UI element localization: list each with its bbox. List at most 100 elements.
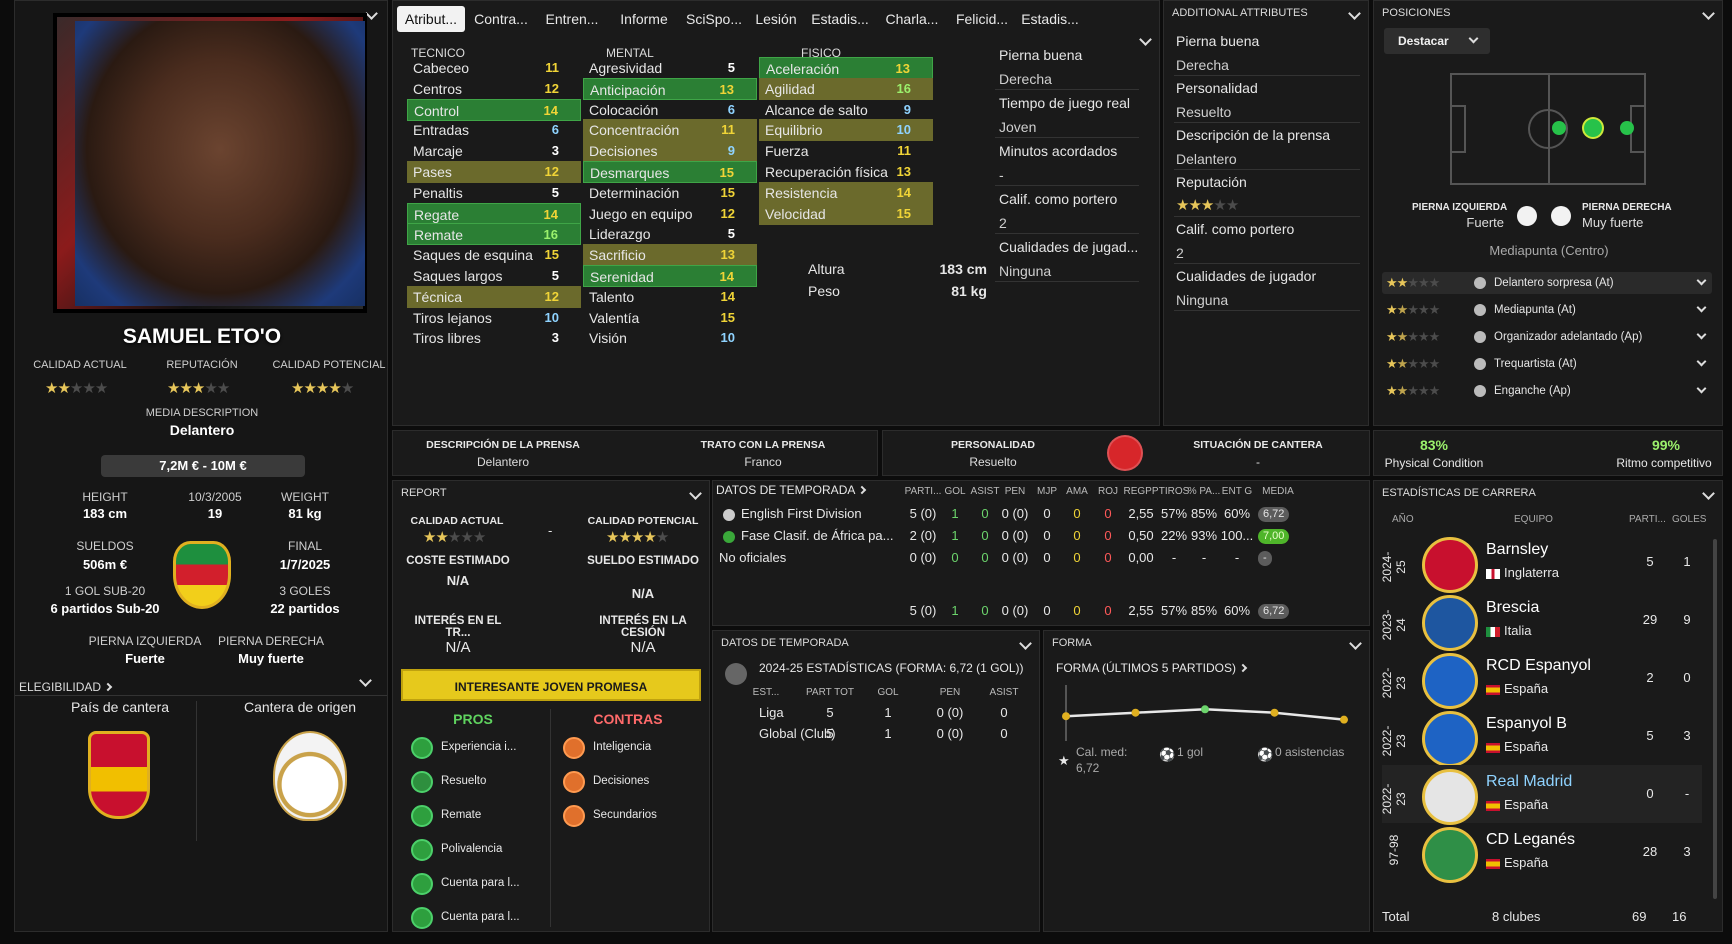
attr-row: Velocidad 15 xyxy=(759,202,933,225)
role-row[interactable]: ★★★★★ Organizador adelantado (Ap) xyxy=(1382,326,1712,348)
total-apps: 69 xyxy=(1632,909,1647,924)
tab-9[interactable]: Felicid... xyxy=(955,11,1009,27)
info-icon[interactable] xyxy=(1474,277,1486,289)
info-icon[interactable] xyxy=(1474,385,1486,397)
chevron-down-icon[interactable] xyxy=(1139,33,1152,46)
chevron-down-icon[interactable] xyxy=(1702,7,1715,20)
attr-row: Tiros libres 3 xyxy=(407,327,581,349)
career-row[interactable]: 2022-23 RCD Espanyol España 2 0 xyxy=(1380,649,1702,709)
tab-2[interactable]: Contra... xyxy=(474,11,528,27)
club-name: Espanyol B xyxy=(1486,715,1567,732)
season-header: REGPP xyxy=(1123,486,1159,497)
tab-1[interactable]: Atribut... xyxy=(397,6,465,32)
tab-4[interactable]: Informe xyxy=(620,11,668,27)
club-apps: 2 xyxy=(1646,670,1654,685)
career-rows: 2024-25 Barnsley Inglaterra 5 1 2023-24 Bresci… xyxy=(1374,533,1724,907)
eligibility-link[interactable]: ELEGIBILIDAD xyxy=(19,680,113,694)
role-row[interactable]: ★★★★★ Mediapunta (At) xyxy=(1382,299,1712,321)
con-label: Decisiones xyxy=(593,775,650,787)
form-point[interactable] xyxy=(1201,705,1209,714)
info-icon[interactable] xyxy=(1474,358,1486,370)
estimated-cost-value: N/A xyxy=(446,573,470,588)
spain-crest xyxy=(88,731,150,819)
chevron-down-icon[interactable] xyxy=(1348,7,1361,20)
info-icon[interactable] xyxy=(1474,331,1486,343)
highlight-dropdown[interactable]: Destacar xyxy=(1384,28,1490,54)
chevron-down-icon[interactable] xyxy=(1696,275,1707,286)
tab-6[interactable]: Lesión xyxy=(755,11,797,27)
form-point[interactable] xyxy=(1340,715,1348,724)
tab-5[interactable]: SciSpo... xyxy=(685,11,743,27)
club-crest xyxy=(1422,537,1478,593)
assist-icon: ⚽ xyxy=(1257,747,1274,762)
chevron-down-icon[interactable] xyxy=(1696,356,1707,367)
form-point[interactable] xyxy=(1062,712,1070,721)
divider xyxy=(995,137,1139,138)
attr-value: 5 xyxy=(551,184,559,200)
chevron-down-icon[interactable] xyxy=(689,487,702,500)
attr-row: Desmarques 15 xyxy=(583,161,757,183)
flag-icon xyxy=(1486,569,1500,579)
side-info-label: Cualidades de jugad... xyxy=(999,239,1139,255)
attr-name: Concentración xyxy=(589,122,680,139)
position-name: Mediapunta (Centro) xyxy=(1489,243,1609,258)
form-point[interactable] xyxy=(1270,708,1279,717)
tab-8[interactable]: Charla... xyxy=(885,11,939,27)
career-row[interactable]: 2023-24 Brescia Italia 29 9 xyxy=(1380,591,1702,651)
season-cell: 57% xyxy=(1160,506,1188,521)
attr-row: Pases 12 xyxy=(407,161,581,183)
attr-name: Resistencia xyxy=(765,184,838,201)
additional-attributes-title: ADDITIONAL ATTRIBUTES xyxy=(1172,7,1308,19)
height-label: HEIGHT xyxy=(82,490,128,504)
pro-icon xyxy=(411,771,433,793)
attr-value: 10 xyxy=(720,330,735,346)
season-cell: 2 (0) xyxy=(909,528,937,543)
season-stats-link[interactable]: DATOS DE TEMPORADA xyxy=(716,483,867,497)
attr-row: Juego en equipo 12 xyxy=(583,203,757,225)
form-link[interactable]: FORMA (ÚLTIMOS 5 PARTIDOS) xyxy=(1056,661,1248,675)
divider xyxy=(550,709,551,927)
form-panel: FORMA FORMA (ÚLTIMOS 5 PARTIDOS) ★ Cal. … xyxy=(1043,630,1370,932)
tab-3[interactable]: Entren... xyxy=(545,11,599,27)
tecnico-heading: TECNICO xyxy=(411,46,465,60)
chevron-down-icon[interactable] xyxy=(1349,637,1362,650)
chevron-down-icon[interactable] xyxy=(1019,637,1032,650)
pro-label: Experiencia i... xyxy=(441,741,517,753)
attr-row: Agresividad 5 xyxy=(583,57,757,79)
potential-ability-label: CALIDAD POTENCIAL xyxy=(272,359,386,371)
attr-value: 9 xyxy=(903,101,911,117)
club-country: España xyxy=(1504,797,1549,812)
career-row[interactable]: 2024-25 Barnsley Inglaterra 5 1 xyxy=(1380,533,1702,593)
chevron-right-icon xyxy=(1238,663,1248,673)
info-icon[interactable] xyxy=(1474,304,1486,316)
pro-icon xyxy=(411,907,433,929)
peso-label: Peso xyxy=(808,283,840,299)
club-name: Real Madrid xyxy=(1486,773,1573,790)
tab-7[interactable]: Estadis... xyxy=(811,11,869,27)
side-info-value: Derecha xyxy=(999,71,1052,87)
career-scrollbar[interactable] xyxy=(1713,539,1717,899)
season-cell: 100... xyxy=(1220,528,1254,543)
form-point[interactable] xyxy=(1131,708,1140,717)
chevron-down-icon[interactable] xyxy=(1696,329,1707,340)
position-dot-main xyxy=(1584,119,1602,137)
role-row[interactable]: ★★★★★ Enganche (Ap) xyxy=(1382,380,1712,402)
chevron-down-icon[interactable] xyxy=(1696,302,1707,313)
form-subtitle: FORMA (ÚLTIMOS 5 PARTIDOS) xyxy=(1056,661,1237,675)
attr-name: Entradas xyxy=(413,122,470,139)
report-ca-label: CALIDAD ACTUAL xyxy=(410,515,504,527)
right-foot-icon xyxy=(1551,206,1571,226)
tab-10[interactable]: Estadis... xyxy=(1021,11,1079,27)
career-row[interactable]: 2022-23 Espanyol B España 5 3 xyxy=(1380,707,1702,767)
role-row[interactable]: ★★★★★ Trequartista (At) xyxy=(1382,353,1712,375)
chevron-down-icon[interactable] xyxy=(365,7,378,20)
chevron-down-icon[interactable] xyxy=(1702,487,1715,500)
career-row[interactable]: 97-98 CD Leganés España 28 3 xyxy=(1382,823,1702,883)
career-row[interactable]: 2022-23 Real Madrid España 0 - xyxy=(1380,765,1702,825)
chevron-down-icon[interactable] xyxy=(359,674,372,687)
chevron-down-icon[interactable] xyxy=(1696,383,1707,394)
attr-row: Valentía 15 xyxy=(583,307,757,329)
role-row[interactable]: ★★★★★ Delantero sorpresa (At) xyxy=(1382,272,1712,294)
season-header: AMA xyxy=(1066,486,1088,497)
divider xyxy=(1174,216,1360,217)
